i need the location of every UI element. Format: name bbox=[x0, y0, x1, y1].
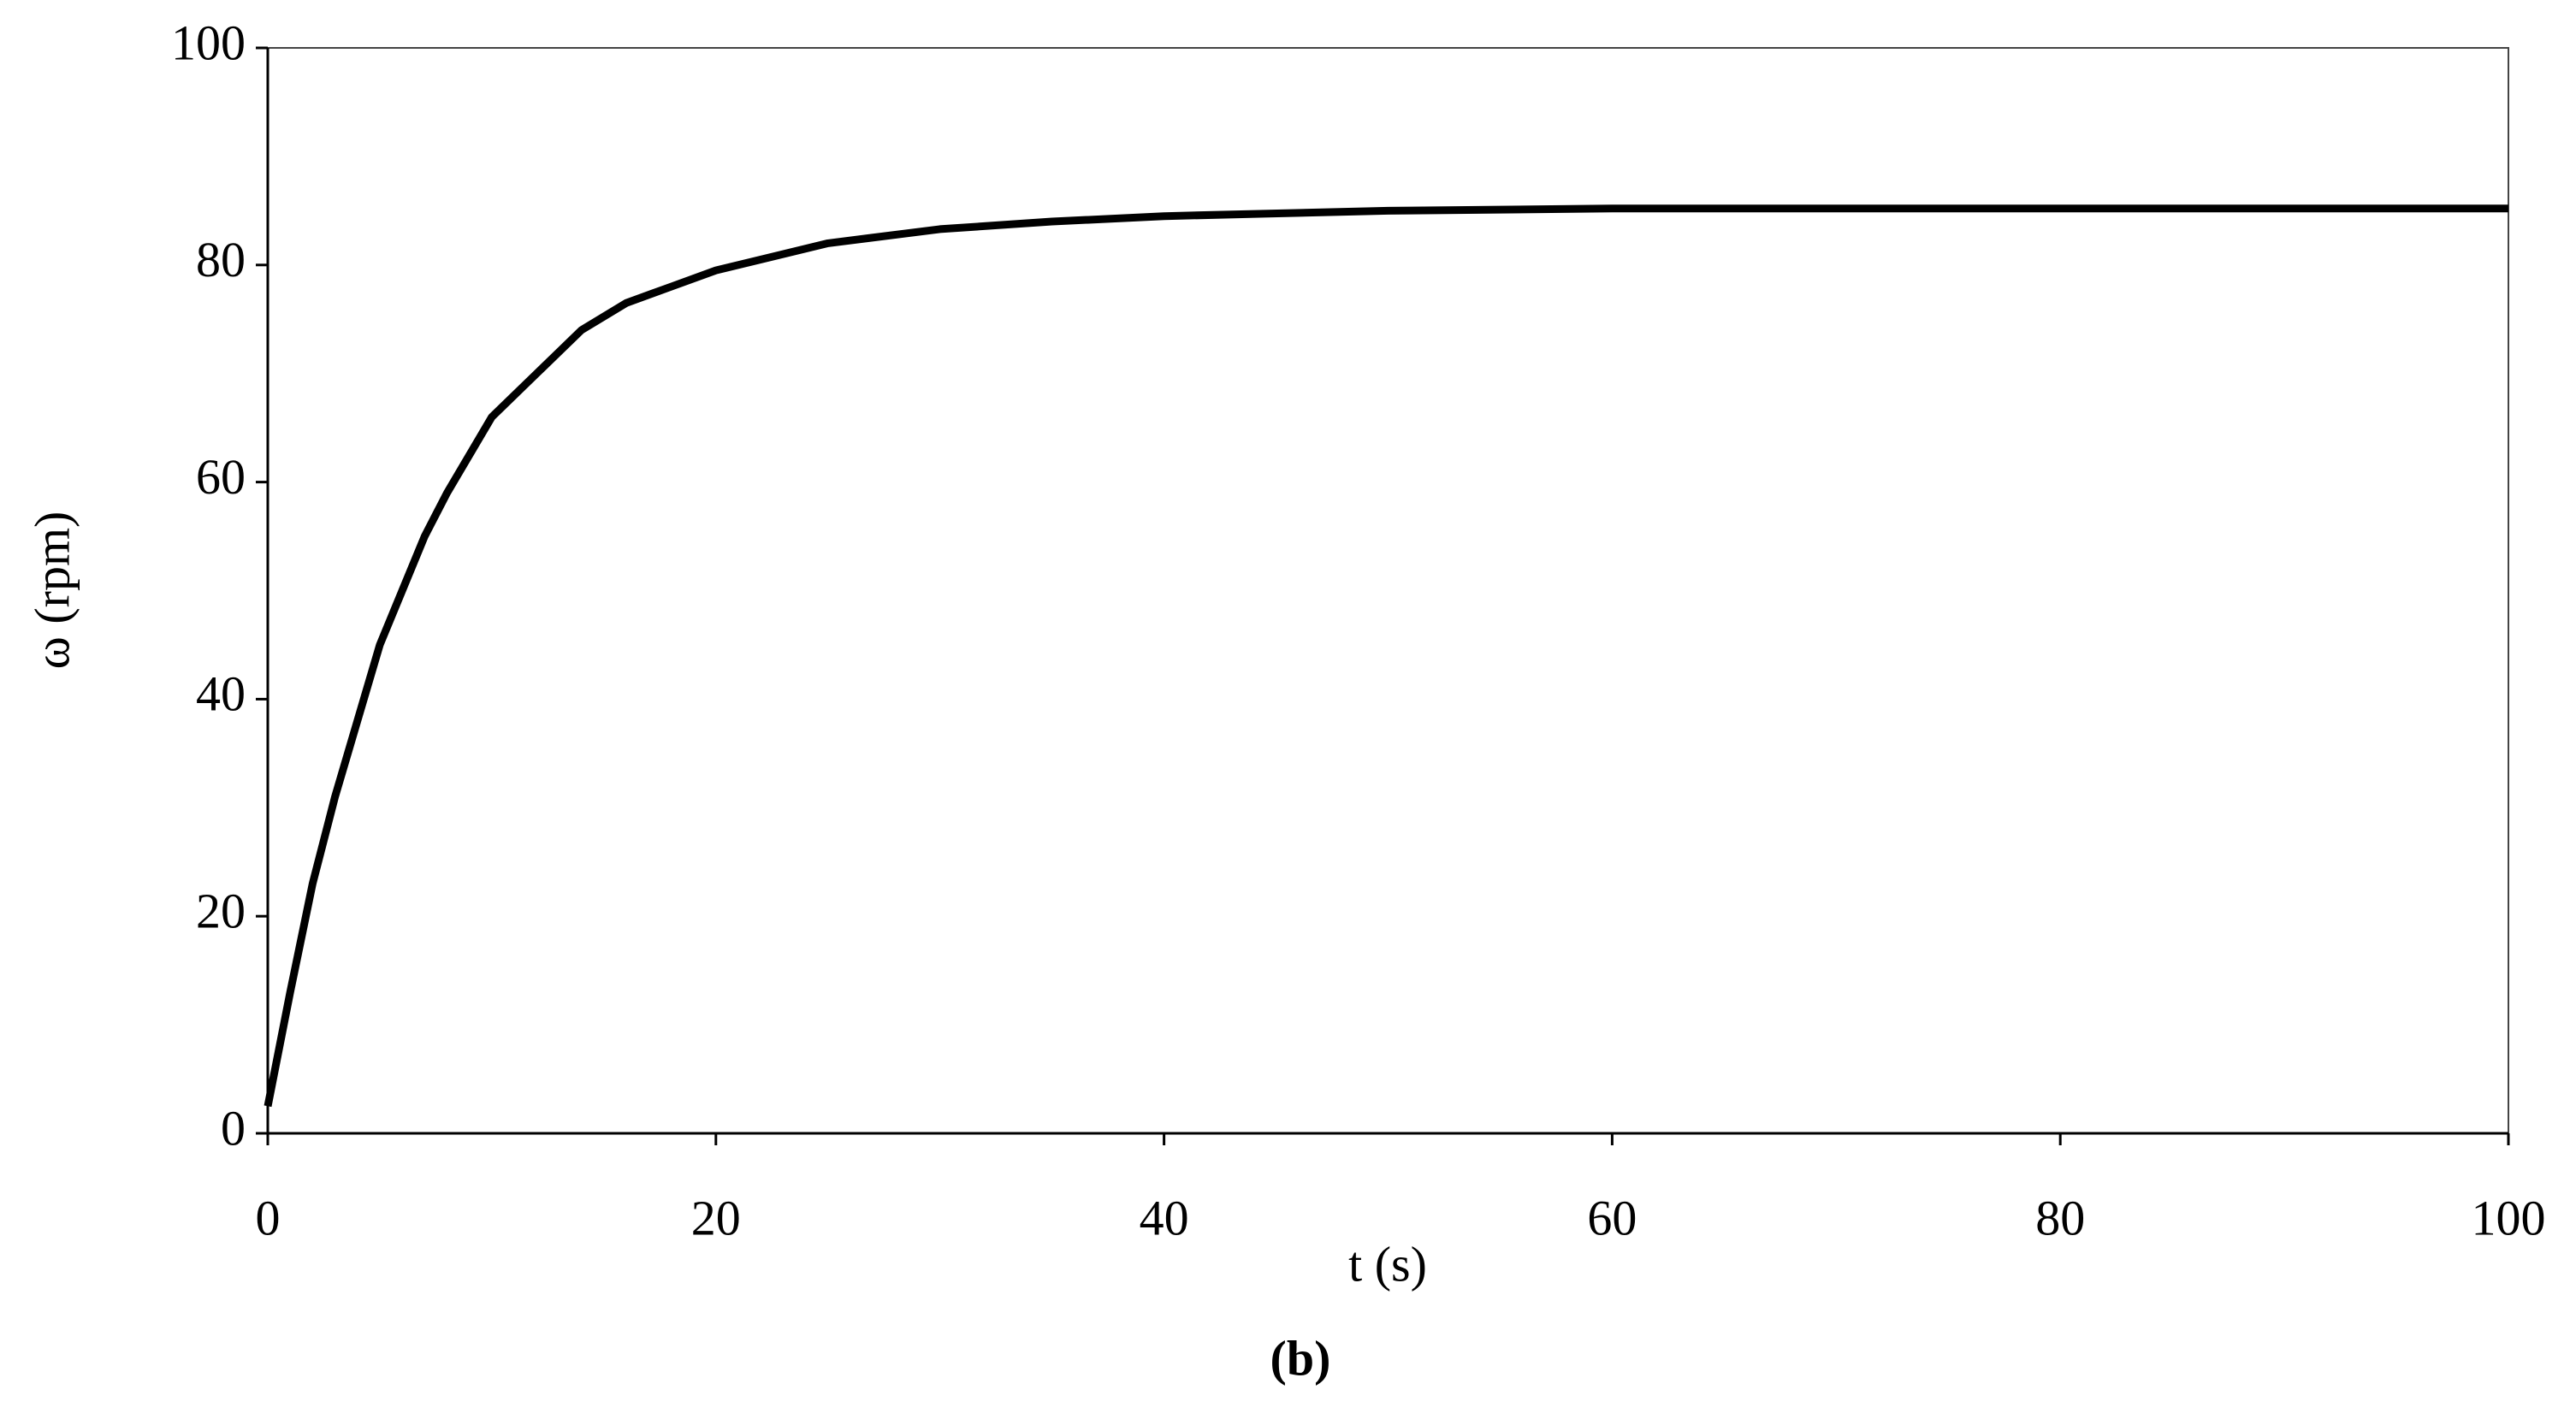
x-tick-label: 40 bbox=[1140, 1190, 1189, 1245]
data-line bbox=[264, 204, 2508, 1108]
x-tick-label: 60 bbox=[1587, 1190, 1637, 1245]
x-tick-label: 80 bbox=[2035, 1190, 2085, 1245]
caption: (b) bbox=[1270, 1330, 1331, 1386]
y-tick-label: 20 bbox=[196, 884, 246, 939]
y-tick-label: 0 bbox=[221, 1100, 246, 1156]
x-tick-label: 20 bbox=[691, 1190, 741, 1245]
x-tick-label: 100 bbox=[2472, 1190, 2546, 1245]
y-axis-label: ω (rpm) bbox=[24, 511, 80, 670]
x-axis-label: t (s) bbox=[1348, 1236, 1427, 1292]
y-tick-label: 80 bbox=[196, 232, 246, 287]
y-tick-label: 100 bbox=[171, 15, 246, 70]
y-tick-label: 60 bbox=[196, 449, 246, 505]
y-tick-label: 40 bbox=[196, 666, 246, 722]
x-tick-label: 0 bbox=[256, 1190, 281, 1245]
